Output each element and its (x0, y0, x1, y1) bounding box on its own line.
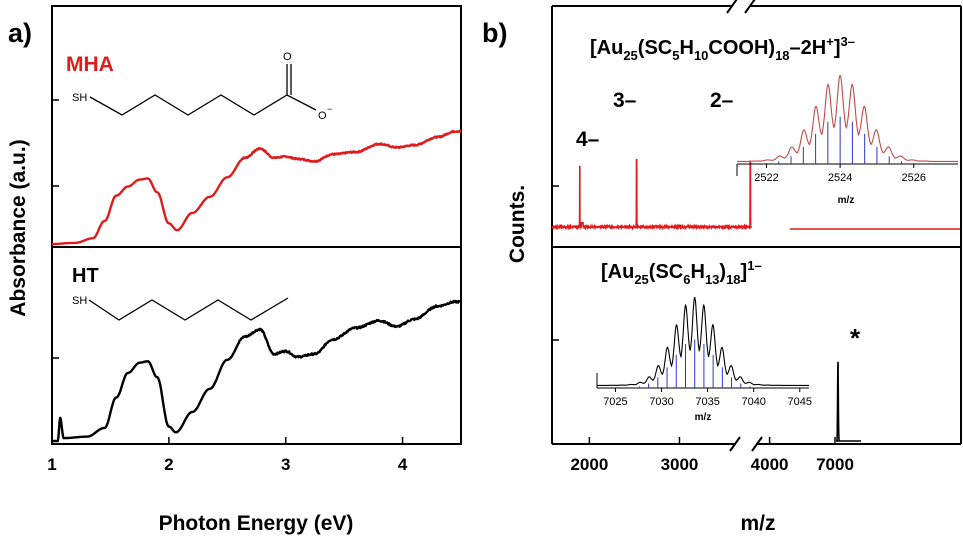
inset-x-tick-label: 7045 (788, 396, 812, 408)
inset-bottom-spectrum (597, 296, 809, 386)
panel-a-label: a) (8, 18, 32, 48)
panel-a-y-axis-label: Absorbance (a.u.) (7, 139, 30, 316)
inset-bottom: 7025 7030 7035 7040 7045 m/z (596, 296, 812, 423)
mha-sh-atom: SH (72, 92, 87, 104)
inset-bottom-isotope-sticks (638, 339, 751, 388)
inset-x-tick-label: 2522 (754, 172, 778, 184)
panel-b: b) 2000 3000 4000 7000 m/z Counts. [Au25(SC… (482, 0, 962, 535)
panel-a-frame (51, 5, 462, 445)
panel-a-x-axis-label: Photon Energy (eV) (159, 512, 354, 535)
x-tick-label: 3 (281, 455, 290, 474)
inset-bottom-x-ticks: 7025 7030 7035 7040 7045 (603, 388, 812, 408)
bottom-formula: [Au25(SC6H13)18]1– (601, 258, 762, 287)
inset-x-tick-label: 7035 (695, 396, 719, 408)
axis-break-mark (751, 436, 763, 452)
x-tick-label: 1 (47, 455, 56, 474)
peak-star: * (850, 323, 861, 353)
inset-top-spectrum (737, 74, 958, 162)
x-tick-label: 4000 (751, 455, 789, 474)
inset-x-tick-label: 7025 (603, 396, 627, 408)
mha-chain (89, 94, 317, 116)
mha-o-minus-atom: O (318, 110, 327, 122)
x-tick-label: 4 (398, 455, 408, 474)
axis-break-mark (726, 0, 738, 14)
inset-x-tick-label: 2524 (828, 172, 852, 184)
panel-a: a) 1 2 3 4 Photon Energy (eV) Absorbance (a… (7, 5, 463, 535)
top-formula: [Au25(SC5H10COOH)18–2H+]3– (590, 34, 855, 63)
mha-structure: SH O O − (72, 51, 332, 122)
inset-x-tick-label: 2526 (902, 172, 926, 184)
ht-chain (88, 297, 289, 321)
inset-bottom-x-axis-label: m/z (695, 412, 712, 423)
x-tick-label: 7000 (816, 455, 854, 474)
mha-absorbance-line (51, 129, 462, 246)
ht-mass-spectrum (835, 361, 861, 442)
x-tick-label: 2 (164, 455, 173, 474)
mha-mass-spectrum (551, 159, 752, 231)
mha-label: MHA (66, 53, 114, 76)
mha-o-atom: O (283, 51, 292, 63)
inset-top-x-axis-label: m/z (838, 195, 855, 206)
mha-charge: − (327, 104, 332, 114)
ht-label: HT (72, 265, 99, 287)
inset-x-tick-label: 7040 (741, 396, 765, 408)
panel-b-label: b) (482, 18, 507, 48)
axis-break-mark (729, 436, 741, 452)
ht-absorbance-line (51, 299, 463, 443)
charge-label-3minus: 3– (613, 89, 637, 112)
x-tick-label: 3000 (661, 455, 699, 474)
inset-x-tick-label: 7030 (649, 396, 673, 408)
ht-sh-atom: SH (72, 295, 87, 307)
panel-a-x-ticks: 1 2 3 4 (47, 437, 408, 474)
x-tick-label: 2000 (570, 455, 608, 474)
charge-label-2minus: 2– (710, 89, 734, 112)
inset-top-isotope-sticks (766, 116, 927, 164)
panel-b-x-ticks: 2000 3000 4000 7000 (570, 437, 854, 474)
panel-b-y-axis-label: Counts. (506, 185, 529, 263)
inset-top-x-ticks: 2522 2524 2526 (754, 164, 926, 184)
inset-top: 2522 2524 2526 m/z (736, 74, 958, 206)
axis-break-mark (744, 0, 756, 14)
charge-label-4minus: 4– (576, 128, 600, 151)
ht-structure: SH (72, 295, 289, 321)
panel-b-x-axis-label: m/z (740, 512, 775, 535)
